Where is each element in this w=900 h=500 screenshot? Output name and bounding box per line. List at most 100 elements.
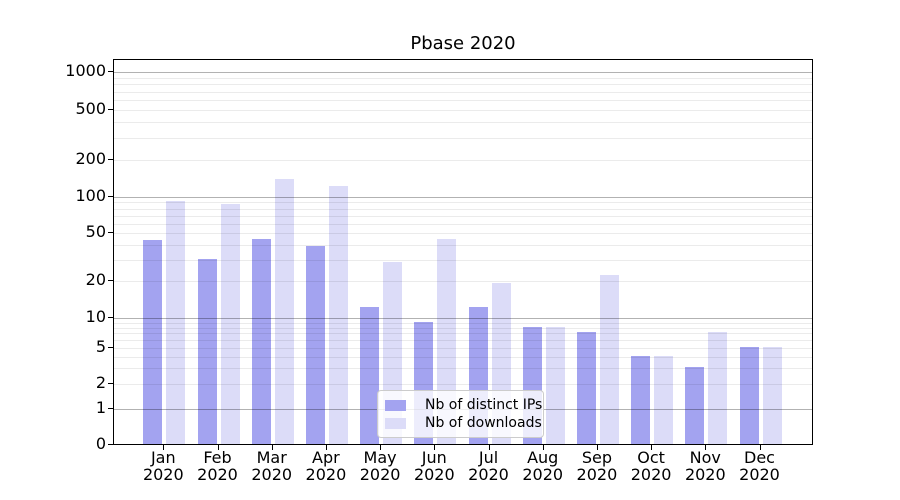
x-tick-month: Apr bbox=[312, 448, 340, 467]
bar-distinct-ips-feb bbox=[197, 258, 217, 444]
bar-downloads-feb bbox=[220, 204, 240, 444]
bar-downloads-oct bbox=[654, 355, 674, 444]
y-tick-label-0: 0 bbox=[95, 434, 106, 453]
bar-distinct-ips-jan bbox=[143, 239, 163, 444]
x-tick-mark-jul bbox=[488, 445, 490, 450]
x-tick-label-feb: Feb 2020 bbox=[188, 449, 248, 483]
x-tick-label-aug: Aug 2020 bbox=[513, 449, 573, 483]
bar-downloads-mar bbox=[274, 178, 294, 444]
y-tick-mark-50 bbox=[108, 232, 113, 233]
chart-title: Pbase 2020 bbox=[410, 33, 516, 54]
y-tick-label-50: 50 bbox=[85, 222, 106, 241]
gridline-minor-400 bbox=[114, 122, 812, 124]
y-tick-mark-200 bbox=[108, 159, 113, 160]
gridline-minor-30 bbox=[114, 259, 812, 261]
x-tick-mark-dec bbox=[759, 445, 761, 450]
x-tick-year: 2020 bbox=[359, 465, 401, 484]
x-tick-month: Oct bbox=[637, 448, 665, 467]
y-tick-label-10: 10 bbox=[85, 307, 106, 326]
x-tick-label-dec: Dec 2020 bbox=[730, 449, 790, 483]
grid-layer bbox=[114, 60, 812, 444]
x-tick-year: 2020 bbox=[413, 465, 455, 484]
x-tick-mark-aug bbox=[542, 445, 544, 450]
x-tick-mark-jun bbox=[434, 445, 436, 450]
gridline-minor-900 bbox=[114, 77, 812, 79]
gridline-minor-60 bbox=[114, 223, 812, 225]
bar-distinct-ips-oct bbox=[631, 355, 651, 444]
gridline-minor-2 bbox=[114, 384, 812, 385]
x-tick-label-jan: Jan 2020 bbox=[133, 449, 193, 483]
x-tick-label-may: May 2020 bbox=[350, 449, 410, 483]
bar-downloads-aug bbox=[545, 326, 565, 444]
y-tick-label-500: 500 bbox=[75, 99, 106, 118]
x-tick-label-oct: Oct 2020 bbox=[621, 449, 681, 483]
legend-entry-distinct-ips: Nb of distinct IPs bbox=[385, 397, 542, 413]
x-tick-mark-jan bbox=[163, 445, 165, 450]
gridline-minor-5 bbox=[114, 348, 812, 349]
x-tick-month: Mar bbox=[256, 448, 287, 467]
legend: Nb of distinct IPs Nb of downloads bbox=[377, 390, 544, 438]
gridline-minor-300 bbox=[114, 137, 812, 139]
legend-label-downloads: Nb of downloads bbox=[425, 415, 542, 431]
bar-downloads-dec bbox=[762, 347, 782, 444]
gridline-major-1000 bbox=[114, 72, 812, 73]
x-tick-label-jun: Jun 2020 bbox=[404, 449, 464, 483]
x-tick-mark-oct bbox=[651, 445, 653, 450]
y-tick-mark-1 bbox=[108, 408, 113, 409]
gridline-minor-40 bbox=[114, 244, 812, 246]
y-tick-mark-2 bbox=[108, 383, 113, 384]
x-tick-year: 2020 bbox=[197, 465, 238, 484]
x-tick-month: May bbox=[363, 448, 397, 467]
x-tick-mark-mar bbox=[271, 445, 273, 450]
gridline-minor-6 bbox=[114, 340, 812, 342]
x-tick-year: 2020 bbox=[305, 465, 347, 484]
x-tick-year: 2020 bbox=[684, 465, 726, 484]
x-tick-mark-apr bbox=[325, 445, 327, 450]
bar-downloads-apr bbox=[328, 186, 348, 444]
gridline-minor-700 bbox=[114, 91, 812, 93]
gridline-minor-3 bbox=[114, 368, 812, 370]
y-tick-mark-20 bbox=[108, 280, 113, 281]
y-tick-mark-10 bbox=[108, 317, 113, 318]
gridline-minor-200 bbox=[114, 160, 812, 161]
x-tick-year: 2020 bbox=[576, 465, 618, 484]
x-tick-label-mar: Mar 2020 bbox=[242, 449, 302, 483]
x-tick-month: Aug bbox=[527, 448, 559, 467]
y-tick-mark-1000 bbox=[108, 71, 113, 72]
bar-distinct-ips-apr bbox=[305, 246, 325, 444]
bar-distinct-ips-mar bbox=[251, 238, 271, 444]
y-tick-mark-100 bbox=[108, 196, 113, 197]
gridline-minor-20 bbox=[114, 281, 812, 282]
y-tick-label-1: 1 bbox=[95, 398, 106, 417]
x-tick-year: 2020 bbox=[630, 465, 672, 484]
x-tick-month: Sep bbox=[581, 448, 612, 467]
y-tick-label-20: 20 bbox=[85, 270, 106, 289]
x-tick-year: 2020 bbox=[468, 465, 509, 484]
gridline-minor-800 bbox=[114, 84, 812, 86]
x-tick-label-sep: Sep 2020 bbox=[567, 449, 627, 483]
legend-swatch-distinct-ips bbox=[385, 399, 406, 411]
gridline-minor-500 bbox=[114, 110, 812, 111]
x-tick-month: Jun bbox=[421, 448, 447, 467]
x-tick-month: Nov bbox=[689, 448, 721, 467]
gridline-minor-90 bbox=[114, 202, 812, 204]
x-tick-year: 2020 bbox=[739, 465, 780, 484]
gridline-major-10 bbox=[114, 318, 812, 319]
gridline-major-100 bbox=[114, 197, 812, 198]
x-tick-year: 2020 bbox=[251, 465, 293, 484]
x-tick-mark-feb bbox=[217, 445, 219, 450]
legend-label-distinct-ips: Nb of distinct IPs bbox=[425, 397, 543, 413]
y-tick-label-5: 5 bbox=[95, 337, 106, 356]
x-tick-label-jul: Jul 2020 bbox=[459, 449, 519, 483]
legend-entry-downloads: Nb of downloads bbox=[385, 415, 542, 431]
bar-downloads-jan bbox=[166, 201, 186, 444]
gridline-minor-80 bbox=[114, 208, 812, 210]
y-tick-mark-5 bbox=[108, 347, 113, 348]
gridline-minor-8 bbox=[114, 327, 812, 329]
y-tick-label-100: 100 bbox=[75, 186, 106, 205]
x-tick-label-apr: Apr 2020 bbox=[296, 449, 356, 483]
x-tick-mark-nov bbox=[705, 445, 707, 450]
bar-distinct-ips-nov bbox=[685, 367, 705, 444]
gridline-minor-7 bbox=[114, 333, 812, 335]
